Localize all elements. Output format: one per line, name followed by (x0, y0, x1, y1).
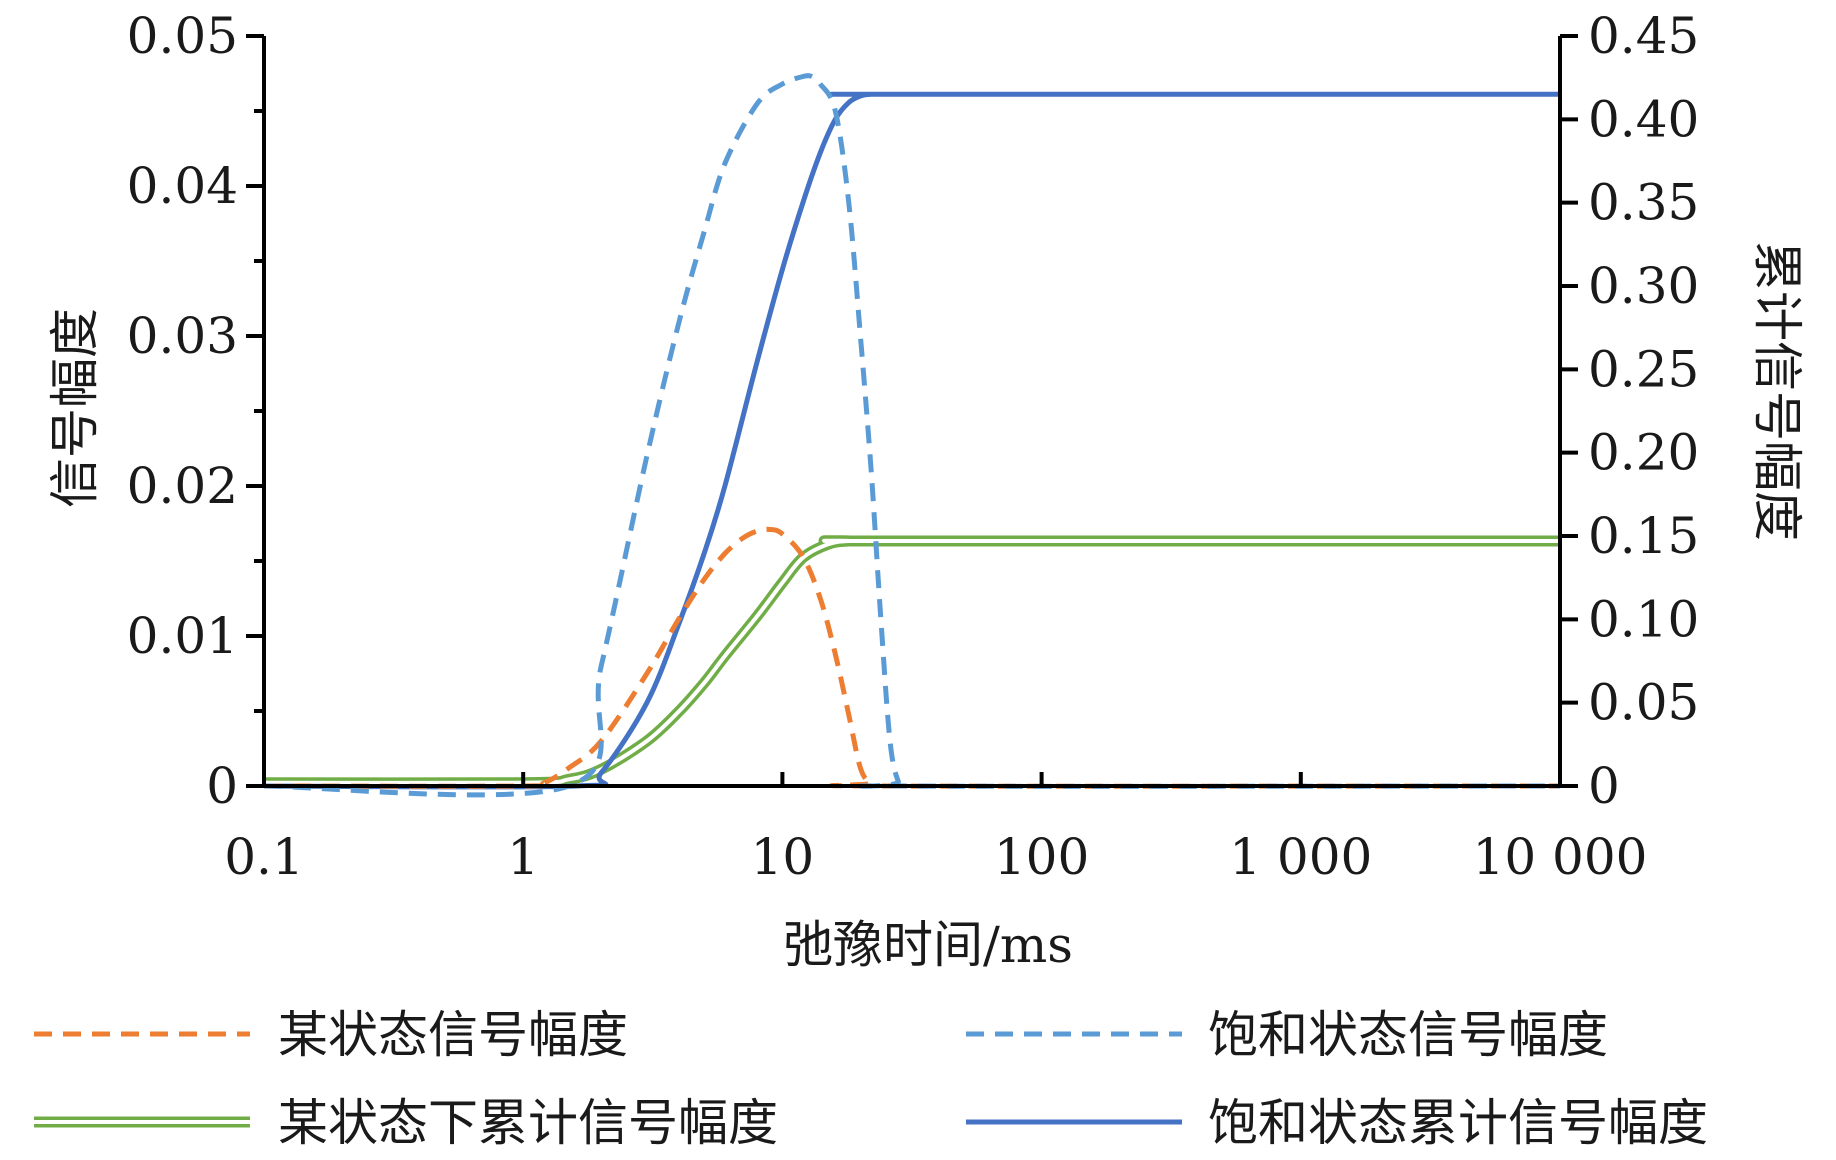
y-axis-right-title: 累计信号幅度 (1748, 241, 1806, 541)
legend-label-state-cumulative: 某状态下累计信号幅度 (278, 1094, 778, 1152)
y-right-tick-label: 0.45 (1588, 7, 1699, 65)
y-left-tick-label: 0.01 (127, 607, 238, 665)
x-tick-label: 100 (994, 828, 1089, 886)
y-left-tick-label: 0 (206, 757, 238, 815)
y-right-tick-label: 0.30 (1588, 257, 1699, 315)
x-axis-title: 弛豫时间/ms (783, 916, 1073, 974)
legend-item-state-cumulative: 某状态下累计信号幅度 (34, 1094, 778, 1152)
series-saturated-cumulative-line (263, 91, 1560, 790)
y-axis-left-title: 信号幅度 (46, 308, 104, 508)
legend-label-saturated-signal: 饱和状态信号幅度 (1208, 1006, 1608, 1064)
axes-layer (262, 36, 1562, 788)
y-right-tick-label: 0.15 (1588, 507, 1699, 565)
x-tick-label: 1 000 (1229, 828, 1372, 886)
x-tick-label: 0.1 (224, 828, 304, 886)
y-left-tick-label: 0.04 (127, 157, 238, 215)
series-state-signal-line (263, 526, 1561, 789)
legend-label-saturated-cumulative: 饱和状态累计信号幅度 (1208, 1094, 1708, 1152)
y-right-tick-label: 0.05 (1588, 674, 1699, 732)
legend: 某状态信号幅度 饱和状态信号幅度 某状态下累计信号幅度 饱和状态累计信号幅度 (34, 1006, 1708, 1152)
y-right-tick-label: 0.20 (1588, 424, 1699, 482)
series-state-cumulative-line-inner (263, 538, 1560, 785)
ticks-layer: 0 0.01 0.02 0.03 0.04 0.05 0 0.05 0.10 0.15 0.20 0.… (127, 7, 1700, 886)
series-saturated-signal-line (263, 73, 1561, 798)
legend-item-state-signal: 某状态信号幅度 (34, 1006, 628, 1064)
x-tick-label: 1 (507, 828, 539, 886)
y-left-tick-label: 0.03 (127, 307, 238, 365)
x-tick-label: 10 (751, 828, 815, 886)
y-left-tick-label: 0.05 (127, 7, 238, 65)
series-state-cumulative-line-outer (263, 535, 1560, 789)
legend-item-saturated-cumulative: 饱和状态累计信号幅度 (966, 1094, 1708, 1152)
y-right-tick-label: 0.25 (1588, 340, 1699, 398)
legend-item-saturated-signal: 饱和状态信号幅度 (966, 1006, 1608, 1064)
y-left-tick-label: 0.02 (127, 457, 238, 515)
x-tick-label: 10 000 (1473, 828, 1648, 886)
y-right-tick-label: 0.35 (1588, 174, 1699, 232)
y-right-tick-label: 0.10 (1588, 590, 1699, 648)
series-layer (263, 73, 1561, 798)
legend-label-state-signal: 某状态信号幅度 (278, 1006, 628, 1064)
y-right-tick-label: 0.40 (1588, 90, 1699, 148)
y-right-tick-label: 0 (1588, 757, 1620, 815)
